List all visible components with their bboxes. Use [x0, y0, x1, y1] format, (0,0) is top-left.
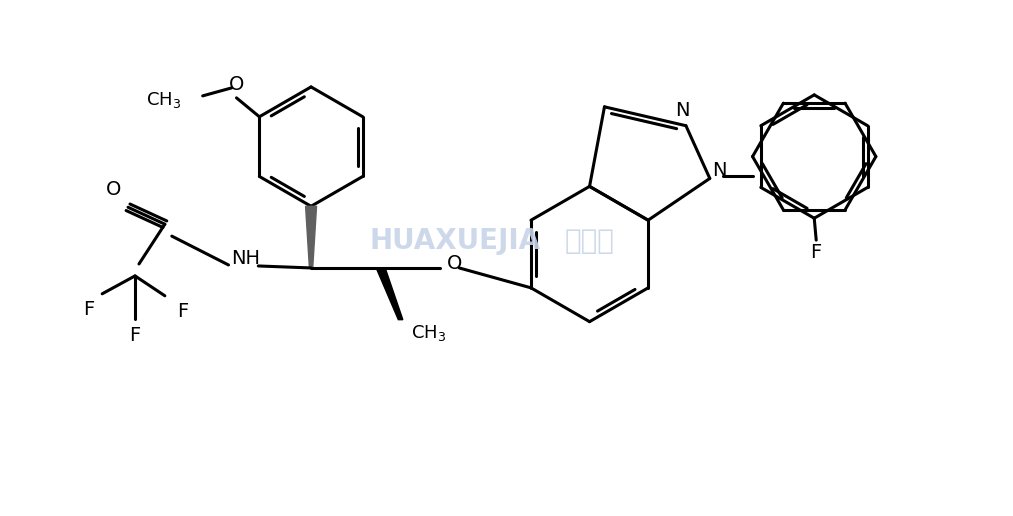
Text: F: F	[177, 302, 188, 321]
Text: NH: NH	[231, 250, 260, 268]
Text: CH$_3$: CH$_3$	[410, 322, 446, 343]
Polygon shape	[306, 206, 316, 268]
Text: F: F	[130, 326, 141, 345]
Text: HUAXUEJIA: HUAXUEJIA	[370, 227, 541, 255]
Text: N: N	[712, 161, 727, 180]
Text: O: O	[229, 75, 244, 94]
Text: F: F	[83, 300, 94, 319]
Text: N: N	[675, 101, 689, 120]
Text: CH$_3$: CH$_3$	[146, 90, 180, 110]
Text: O: O	[447, 254, 462, 273]
Text: 化学加: 化学加	[564, 227, 615, 255]
Text: O: O	[105, 180, 121, 199]
Text: F: F	[810, 243, 822, 262]
Polygon shape	[376, 268, 403, 320]
